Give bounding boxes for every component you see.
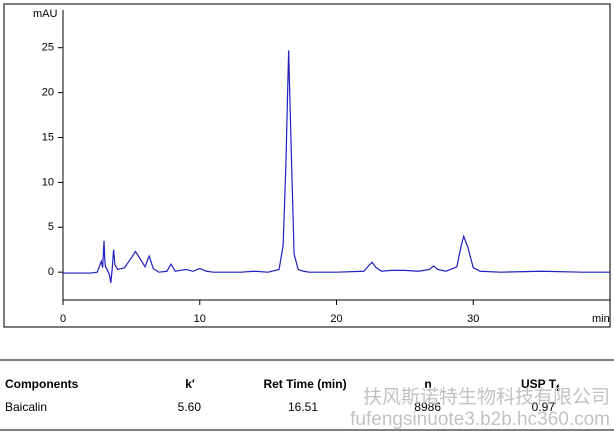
table-cell: 5.60	[178, 400, 202, 414]
table-cell: 0.97	[532, 400, 556, 414]
y-tick-label: 20	[42, 87, 54, 99]
y-tick-label: 15	[42, 131, 54, 143]
table-cell: 8986	[414, 400, 441, 414]
y-tick-label: 5	[48, 221, 54, 233]
table-header: USP Tf	[521, 377, 560, 393]
chromatogram-trace	[63, 50, 610, 284]
table-header: Components	[5, 377, 79, 391]
x-tick-label: 30	[467, 313, 479, 325]
table-header: Ret Time (min)	[263, 377, 346, 391]
y-tick-label: 25	[42, 42, 54, 54]
x-tick-label: 0	[60, 313, 66, 325]
table-cell: 16.51	[288, 400, 318, 414]
x-tick-label: 10	[194, 313, 206, 325]
table-cell: Baicalin	[5, 400, 47, 414]
watermark: 扶风斯诺特生物科技有限公司	[363, 386, 610, 408]
y-axis-label: mAU	[33, 8, 58, 20]
y-tick-label: 10	[42, 176, 54, 188]
x-tick-label: 20	[330, 313, 342, 325]
table-header: n	[424, 377, 431, 391]
table-header: k′	[185, 377, 195, 391]
x-axis-label: min	[592, 313, 610, 325]
chart-frame	[3, 3, 611, 328]
y-tick-label: 0	[48, 266, 54, 278]
watermark: fufengsinuote3.b2b.hc360.com	[350, 409, 610, 430]
